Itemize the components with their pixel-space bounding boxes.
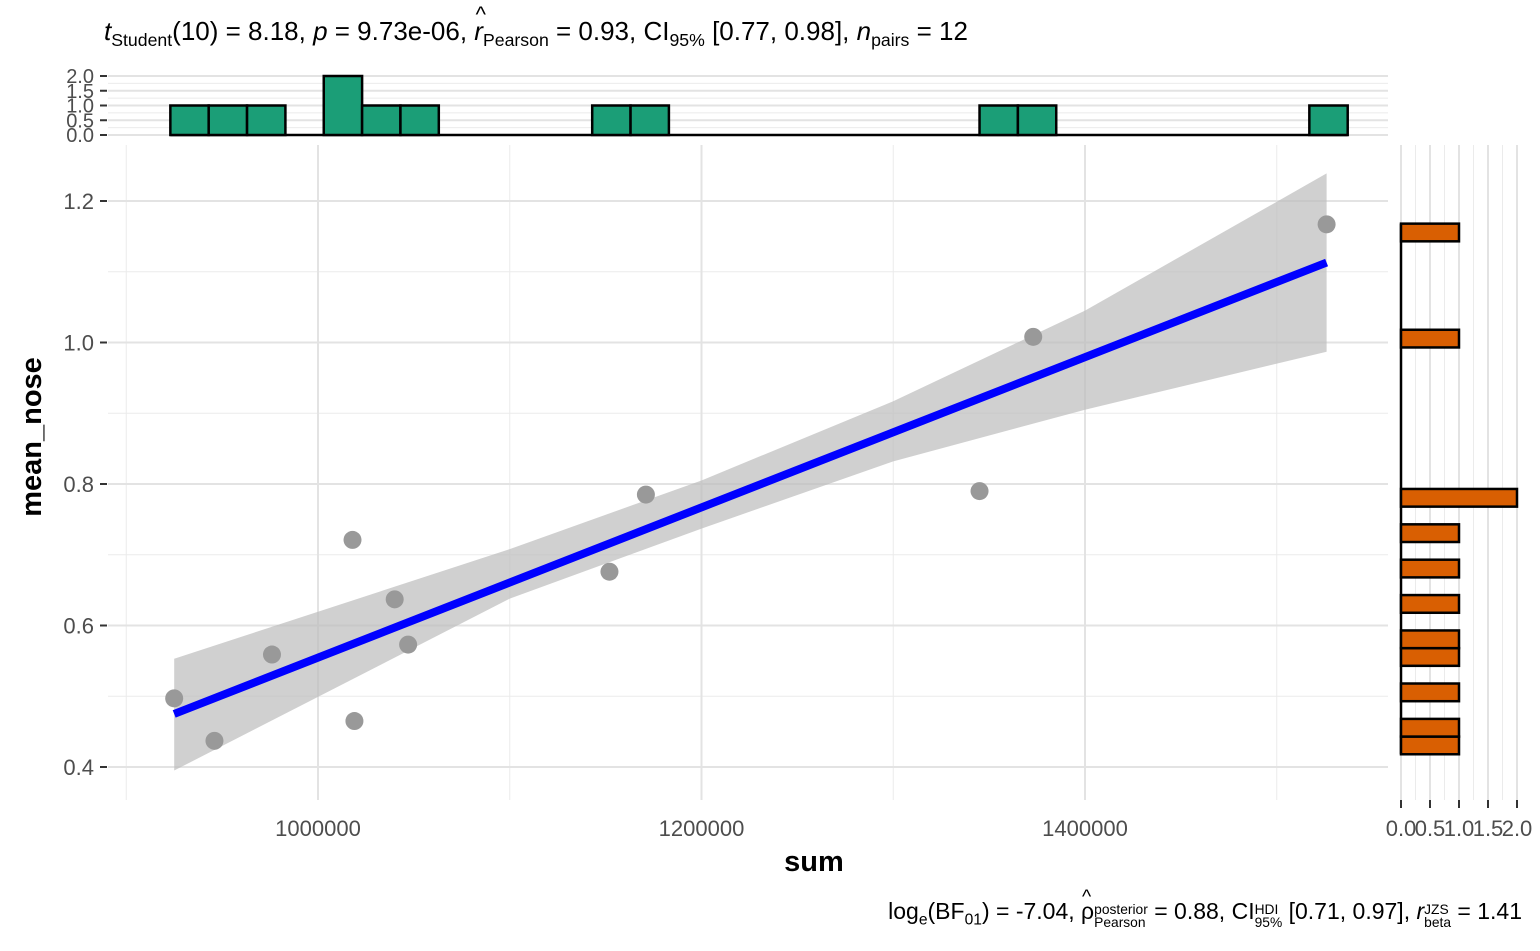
rho-subscript: Pearson: [1094, 914, 1146, 930]
rho-supsub: posterior Pearson: [1094, 902, 1148, 930]
n-subscript: pairs: [871, 30, 910, 51]
top-hist-tick-label: 1.0: [66, 96, 94, 118]
rbeta-symbol: r: [1416, 898, 1425, 924]
y-tick-label: 0.8: [63, 472, 94, 497]
confidence-band: [174, 173, 1327, 771]
right-hist-bar: [1399, 593, 1461, 615]
top-hist-bar: [207, 104, 249, 137]
rbeta-value: = 1.41: [1451, 898, 1522, 924]
x-tick-label: 1000000: [275, 816, 361, 841]
y-tick-label: 0.4: [63, 755, 94, 780]
p-symbol: p: [313, 16, 328, 46]
n-value: = 12: [909, 16, 968, 46]
rbeta-subscript: beta: [1424, 914, 1452, 930]
right-hist-bar: [1399, 523, 1461, 544]
y-axis-title: mean_nose: [16, 357, 48, 517]
right-hist-tick-label: 2.0: [1502, 816, 1533, 841]
bf-open: (BF: [927, 898, 965, 924]
top-hist-bar: [245, 104, 287, 137]
data-point: [399, 635, 418, 654]
top-hist-bar: [1016, 104, 1058, 137]
log-text: log: [888, 898, 919, 924]
bf-subscript: 01: [964, 911, 982, 929]
hdi-subscript: 95%: [1254, 914, 1283, 930]
top-hist-bar: [629, 104, 671, 137]
right-hist-bar: [1399, 682, 1461, 703]
regression-line: [172, 258, 1329, 718]
x-tick-label: 1200000: [659, 816, 745, 841]
rbeta-superscript: JZS: [1424, 902, 1449, 918]
right-hist-tick-label: 1.0: [1444, 816, 1475, 841]
top-hist-tick-label: 0.5: [66, 110, 94, 132]
right-hist-bar: [1399, 487, 1519, 508]
right-hist-bar: [1399, 222, 1461, 243]
r-subscript: Pearson: [482, 30, 549, 51]
top-hist-bar: [590, 104, 632, 137]
top-hist-tick-label: 0.0: [66, 125, 94, 147]
log-subscript: e: [918, 911, 928, 929]
right-hist-tick-label: 1.5: [1473, 816, 1504, 841]
rbeta-supsub: JZS beta: [1424, 902, 1452, 930]
top-hist-tick-label: 2.0: [66, 66, 94, 88]
right-hist-tick-label: 0.5: [1415, 816, 1446, 841]
data-point: [1024, 327, 1043, 346]
data-point: [385, 590, 404, 609]
rho-superscript: posterior: [1094, 902, 1148, 918]
t-subscript: Student: [111, 30, 173, 51]
t-statistic: (10) = 8.18,: [172, 16, 314, 46]
data-point: [1317, 215, 1336, 234]
right-hist-bar: [1399, 558, 1461, 579]
x-axis-title: sum: [784, 846, 844, 878]
y-tick-label: 1.2: [63, 189, 94, 214]
y-tick-label: 0.6: [63, 614, 94, 639]
data-point: [165, 689, 184, 708]
top-hist-bar: [169, 104, 210, 137]
top-hist-tick-label: 1.5: [66, 81, 94, 103]
data-point: [205, 731, 224, 750]
hdi-supsub: HDI 95%: [1254, 902, 1283, 930]
bf-value: ) = -7.04,: [981, 898, 1082, 924]
r-value: = 0.93, CI: [548, 16, 670, 46]
t-symbol: t: [104, 16, 112, 46]
right-hist-bar: [1399, 646, 1461, 668]
n-symbol: n: [856, 16, 872, 46]
data-point: [345, 712, 364, 731]
r-hat-symbol: r: [474, 2, 485, 47]
chart-subtitle-stats: tStudent(10) = 8.18, p = 9.73e-06, rPear…: [104, 2, 968, 51]
hdi-value: [0.71, 0.97],: [1282, 898, 1417, 924]
y-tick-label: 1.0: [63, 331, 94, 356]
data-point: [970, 482, 989, 501]
right-hist-bar: [1399, 735, 1461, 756]
rho-value: = 0.88, CI: [1147, 898, 1255, 924]
p-value: = 9.73e-06,: [327, 16, 475, 46]
ci-value: [0.77, 0.98],: [704, 16, 857, 46]
data-point: [600, 562, 619, 581]
rho-hat-symbol: ρ: [1081, 886, 1094, 925]
top-hist-bar: [978, 104, 1020, 137]
top-hist-bar: [399, 104, 441, 137]
x-tick-label: 1400000: [1042, 816, 1128, 841]
data-point: [636, 485, 655, 504]
ci-subscript: 95%: [669, 30, 705, 51]
top-hist-bar: [360, 104, 402, 137]
right-hist-bar: [1399, 629, 1461, 650]
right-hist-bar: [1399, 328, 1461, 349]
data-point: [343, 530, 362, 549]
top-hist-bar: [1308, 104, 1349, 137]
right-hist-bar: [1399, 717, 1461, 738]
top-hist-bar: [322, 74, 364, 137]
right-hist-tick-label: 0.0: [1386, 816, 1417, 841]
hdi-superscript: HDI: [1254, 902, 1279, 918]
data-point: [262, 645, 281, 664]
